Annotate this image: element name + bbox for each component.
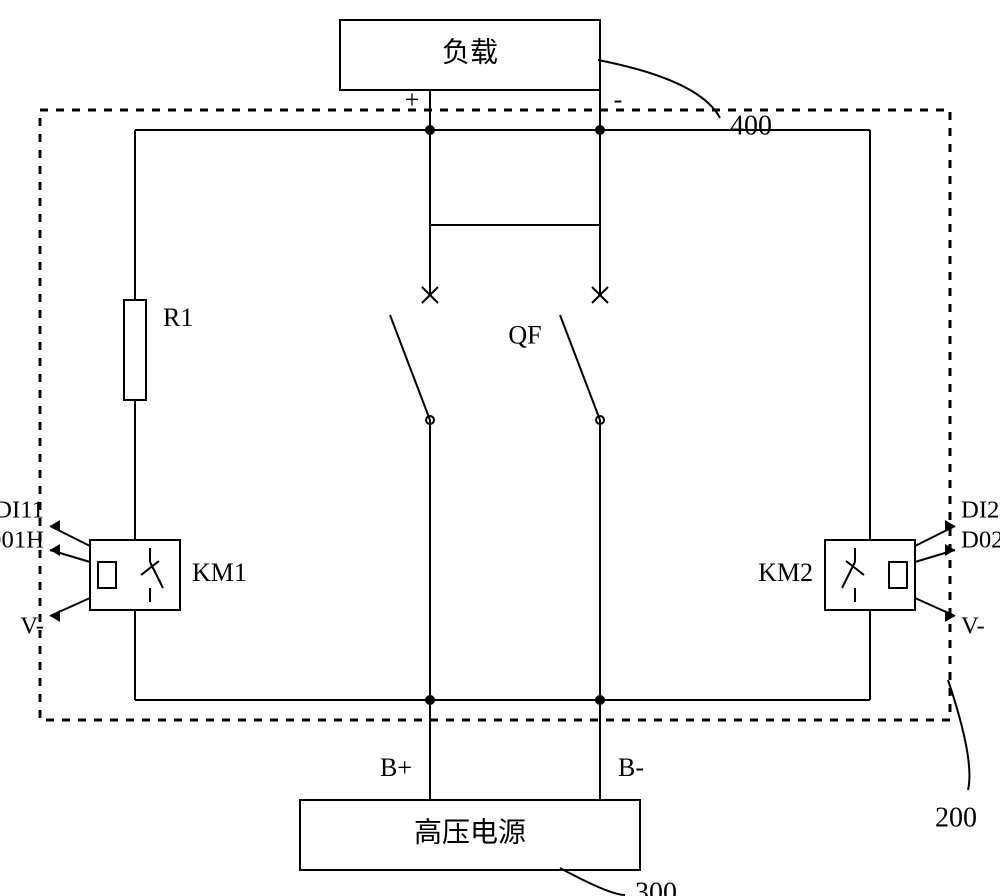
enclosure-dashed-box: [40, 110, 950, 720]
load-label: 负载: [442, 36, 498, 68]
km2-do-label: D02H: [961, 527, 1000, 554]
km1-do-label: D01H: [0, 527, 44, 554]
source-ref: 300: [635, 877, 677, 896]
km2-di-label: DI21: [961, 497, 1000, 524]
minus-label: -: [614, 85, 623, 114]
contactor-km1-box: [90, 540, 180, 610]
arrow-head: [50, 610, 60, 622]
enclosure-leader: [948, 680, 969, 790]
r1-label: R1: [163, 303, 193, 332]
km1-label: KM1: [192, 558, 247, 587]
km1-vminus-label: V-: [20, 613, 44, 640]
load-ref: 400: [730, 110, 772, 141]
arrow-head: [50, 544, 60, 556]
hv-source-label: 高压电源: [414, 816, 526, 848]
km2-label: KM2: [758, 558, 813, 587]
contactor-km2-box: [825, 540, 915, 610]
b-minus-label: B-: [618, 753, 644, 782]
qf-label: QF: [508, 320, 541, 349]
qf-blade: [390, 315, 430, 420]
enclosure-ref: 200: [935, 802, 977, 833]
plus-label: +: [405, 85, 420, 114]
km1-di-label: DI11: [0, 497, 44, 524]
resistor-r1: [124, 300, 146, 400]
arrow-head: [50, 520, 60, 532]
source-leader: [560, 868, 625, 895]
qf-blade: [560, 315, 600, 420]
b-plus-label: B+: [380, 753, 412, 782]
km2-vminus-label: V-: [961, 613, 985, 640]
